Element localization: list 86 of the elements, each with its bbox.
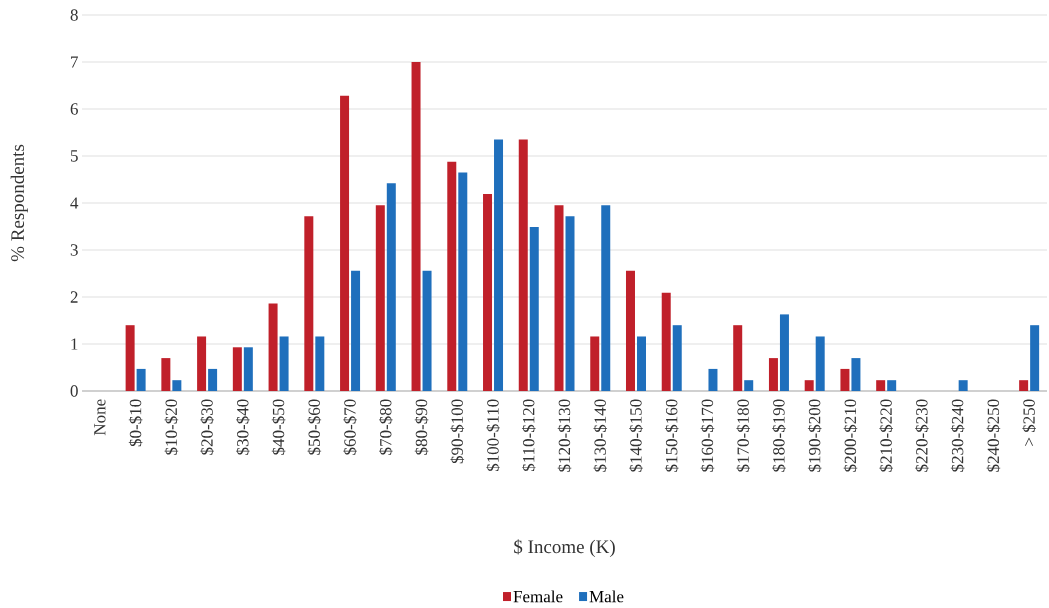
x-tick-label: $150-$160 (664, 399, 679, 472)
bar (518, 139, 528, 392)
bar (554, 205, 564, 392)
x-tick-label: $200-$210 (843, 399, 858, 472)
x-tick-label: $20-$30 (200, 399, 214, 455)
y-axis-title: % Respondents (10, 144, 28, 262)
x-tick-label: $190-$200 (807, 399, 822, 472)
bar (590, 336, 600, 392)
bar (315, 336, 325, 392)
bar (232, 347, 242, 392)
y-tick-label: 7 (71, 56, 78, 68)
bar (172, 380, 182, 392)
bar (386, 183, 396, 392)
bar (447, 161, 457, 392)
bar (161, 358, 171, 392)
bar (351, 270, 361, 392)
bar (243, 347, 253, 392)
x-tick-label: $160-$170 (700, 399, 715, 472)
y-tick-label: 8 (70, 9, 78, 21)
bar (851, 358, 861, 392)
x-tick-label: $80-$90 (414, 399, 429, 455)
bar (340, 96, 350, 392)
bar (1030, 325, 1040, 392)
x-tick-label: $100-$110 (486, 399, 500, 472)
bar (840, 369, 850, 392)
x-tick-label: $120-$130 (557, 399, 572, 472)
x-tick-label: None (94, 399, 106, 436)
legend-label: Male (589, 590, 624, 603)
x-tick-label: > $250 (1022, 399, 1036, 446)
bar (672, 325, 682, 392)
x-tick-label: $230-$240 (950, 399, 965, 472)
bar (708, 369, 718, 392)
bar (279, 336, 289, 392)
y-tick-label: 2 (70, 291, 78, 303)
x-tick-label: $170-$180 (736, 399, 751, 472)
x-tick-label: $30-$40 (236, 399, 250, 455)
bar (422, 270, 432, 392)
bar (304, 216, 314, 392)
y-tick-label: 1 (71, 338, 78, 350)
bar (483, 194, 493, 392)
x-tick-label: $90-$100 (450, 399, 465, 464)
y-tick-label: 4 (70, 197, 79, 209)
bar (815, 336, 825, 392)
x-tick-label: $240-$250 (986, 399, 1001, 472)
bar (636, 336, 646, 392)
x-tick-label: $180-$190 (772, 399, 786, 472)
x-tick-label: $140-$150 (629, 399, 643, 472)
y-tick-label: 3 (70, 244, 78, 256)
bar (494, 139, 504, 392)
x-tick-label: $50-$60 (307, 399, 322, 455)
bar (661, 292, 671, 392)
y-tick-label: 5 (70, 150, 78, 162)
x-tick-label: $130-$140 (593, 399, 608, 472)
x-tick-label: $210-$220 (879, 399, 893, 472)
bar (779, 314, 789, 392)
bar (197, 336, 207, 392)
bar (208, 369, 218, 392)
bar (768, 358, 778, 392)
bar (458, 172, 468, 392)
x-tick-label: $10-$20 (164, 399, 179, 455)
x-tick-label: $0-$10 (128, 399, 143, 447)
bar (529, 227, 539, 392)
bar (268, 303, 278, 392)
bar (804, 380, 814, 392)
legend-label: Female (513, 590, 563, 603)
bar (876, 380, 886, 392)
y-tick-label: 0 (70, 385, 78, 397)
x-tick-label: $60-$70 (343, 399, 357, 455)
x-tick-label: $110-$120 (521, 399, 536, 472)
x-tick-label: $70-$80 (379, 399, 393, 455)
bar (411, 62, 421, 392)
bar (601, 205, 611, 392)
bar (625, 270, 635, 392)
bar (958, 380, 968, 392)
y-tick-label: 6 (70, 103, 78, 115)
bar (887, 380, 897, 392)
bar (136, 369, 146, 392)
bar (375, 205, 385, 392)
bar (125, 325, 135, 392)
bar (565, 216, 575, 392)
x-tick-label: $40-$50 (271, 399, 286, 455)
bar (744, 380, 754, 392)
bar (1019, 380, 1029, 392)
x-axis-title: $ Income (K) (514, 539, 615, 558)
bar (733, 325, 743, 392)
x-tick-label: $220-$230 (915, 399, 929, 472)
